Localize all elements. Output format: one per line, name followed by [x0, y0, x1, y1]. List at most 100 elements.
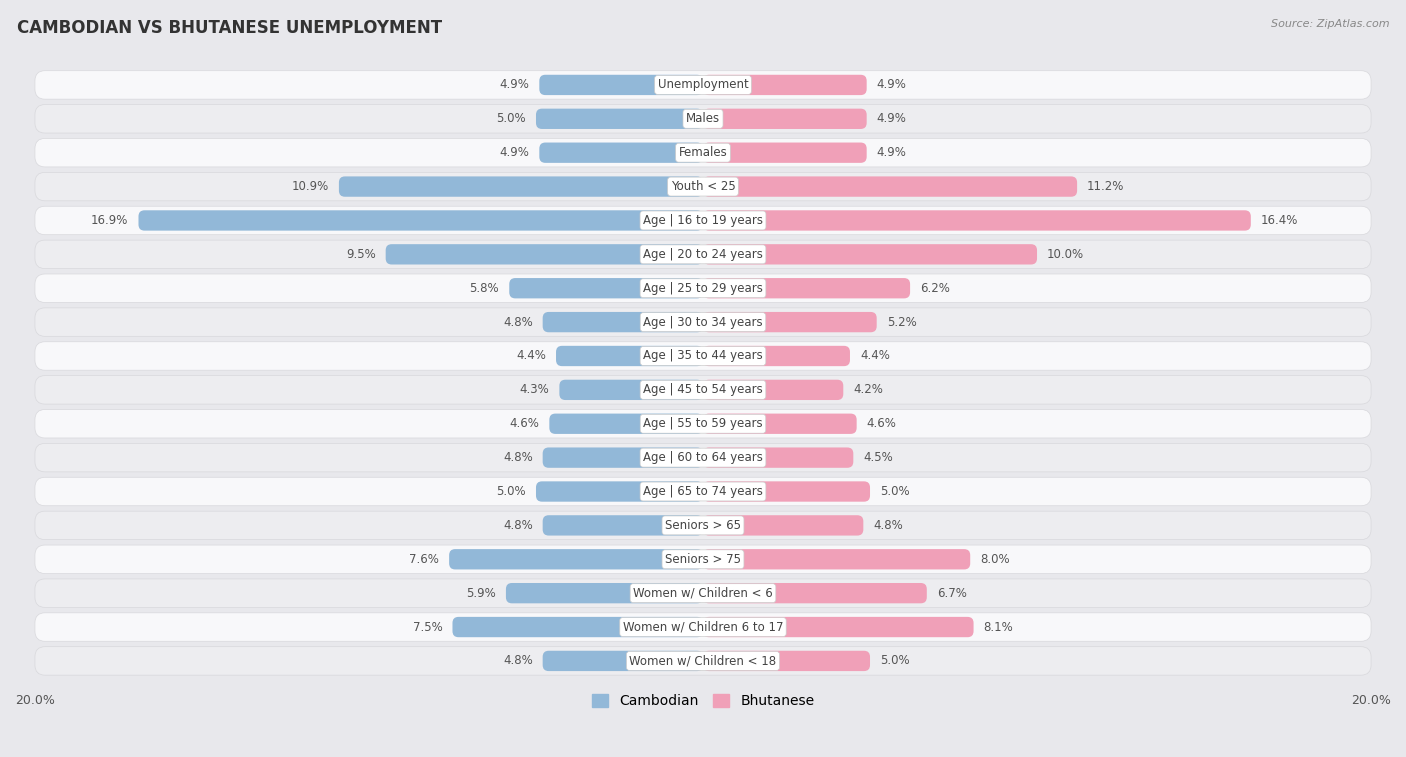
- Text: 5.0%: 5.0%: [880, 485, 910, 498]
- Text: 8.1%: 8.1%: [984, 621, 1014, 634]
- Text: Age | 35 to 44 years: Age | 35 to 44 years: [643, 350, 763, 363]
- FancyBboxPatch shape: [703, 380, 844, 400]
- Text: 11.2%: 11.2%: [1087, 180, 1125, 193]
- Text: Women w/ Children < 18: Women w/ Children < 18: [630, 654, 776, 668]
- FancyBboxPatch shape: [543, 312, 703, 332]
- Text: 4.4%: 4.4%: [860, 350, 890, 363]
- FancyBboxPatch shape: [35, 410, 1371, 438]
- FancyBboxPatch shape: [703, 447, 853, 468]
- Text: 16.9%: 16.9%: [91, 214, 128, 227]
- FancyBboxPatch shape: [35, 274, 1371, 303]
- Text: 5.0%: 5.0%: [496, 112, 526, 126]
- FancyBboxPatch shape: [536, 109, 703, 129]
- Text: Age | 30 to 34 years: Age | 30 to 34 years: [643, 316, 763, 329]
- FancyBboxPatch shape: [703, 210, 1251, 231]
- Text: 4.3%: 4.3%: [520, 383, 550, 397]
- Text: 4.9%: 4.9%: [877, 79, 907, 92]
- Text: 8.0%: 8.0%: [980, 553, 1010, 565]
- Text: Age | 65 to 74 years: Age | 65 to 74 years: [643, 485, 763, 498]
- FancyBboxPatch shape: [703, 346, 851, 366]
- FancyBboxPatch shape: [536, 481, 703, 502]
- Text: 4.6%: 4.6%: [866, 417, 897, 430]
- FancyBboxPatch shape: [540, 142, 703, 163]
- FancyBboxPatch shape: [703, 176, 1077, 197]
- Text: Unemployment: Unemployment: [658, 79, 748, 92]
- Text: Age | 55 to 59 years: Age | 55 to 59 years: [643, 417, 763, 430]
- Text: 4.2%: 4.2%: [853, 383, 883, 397]
- Text: Females: Females: [679, 146, 727, 159]
- FancyBboxPatch shape: [703, 481, 870, 502]
- Legend: Cambodian, Bhutanese: Cambodian, Bhutanese: [586, 689, 820, 714]
- FancyBboxPatch shape: [543, 651, 703, 671]
- FancyBboxPatch shape: [35, 511, 1371, 540]
- FancyBboxPatch shape: [703, 413, 856, 434]
- FancyBboxPatch shape: [509, 278, 703, 298]
- FancyBboxPatch shape: [339, 176, 703, 197]
- Text: Seniors > 65: Seniors > 65: [665, 519, 741, 532]
- FancyBboxPatch shape: [555, 346, 703, 366]
- FancyBboxPatch shape: [35, 240, 1371, 269]
- FancyBboxPatch shape: [35, 375, 1371, 404]
- Text: 6.7%: 6.7%: [936, 587, 967, 600]
- FancyBboxPatch shape: [35, 444, 1371, 472]
- Text: 16.4%: 16.4%: [1261, 214, 1298, 227]
- FancyBboxPatch shape: [703, 142, 866, 163]
- FancyBboxPatch shape: [449, 549, 703, 569]
- FancyBboxPatch shape: [560, 380, 703, 400]
- Text: Source: ZipAtlas.com: Source: ZipAtlas.com: [1271, 19, 1389, 29]
- Text: 4.9%: 4.9%: [499, 79, 529, 92]
- Text: Age | 60 to 64 years: Age | 60 to 64 years: [643, 451, 763, 464]
- FancyBboxPatch shape: [540, 75, 703, 95]
- FancyBboxPatch shape: [35, 579, 1371, 607]
- Text: Age | 20 to 24 years: Age | 20 to 24 years: [643, 248, 763, 261]
- Text: 5.0%: 5.0%: [496, 485, 526, 498]
- Text: 4.9%: 4.9%: [877, 146, 907, 159]
- Text: 4.8%: 4.8%: [503, 654, 533, 668]
- Text: Age | 45 to 54 years: Age | 45 to 54 years: [643, 383, 763, 397]
- FancyBboxPatch shape: [703, 278, 910, 298]
- FancyBboxPatch shape: [35, 308, 1371, 336]
- FancyBboxPatch shape: [453, 617, 703, 637]
- Text: 4.9%: 4.9%: [499, 146, 529, 159]
- FancyBboxPatch shape: [35, 70, 1371, 99]
- FancyBboxPatch shape: [506, 583, 703, 603]
- FancyBboxPatch shape: [703, 312, 877, 332]
- Text: 5.9%: 5.9%: [467, 587, 496, 600]
- FancyBboxPatch shape: [703, 75, 866, 95]
- Text: CAMBODIAN VS BHUTANESE UNEMPLOYMENT: CAMBODIAN VS BHUTANESE UNEMPLOYMENT: [17, 19, 441, 37]
- Text: 7.6%: 7.6%: [409, 553, 439, 565]
- FancyBboxPatch shape: [703, 617, 973, 637]
- Text: 4.8%: 4.8%: [503, 316, 533, 329]
- Text: Seniors > 75: Seniors > 75: [665, 553, 741, 565]
- FancyBboxPatch shape: [703, 245, 1038, 264]
- FancyBboxPatch shape: [35, 104, 1371, 133]
- FancyBboxPatch shape: [138, 210, 703, 231]
- Text: 7.5%: 7.5%: [413, 621, 443, 634]
- FancyBboxPatch shape: [703, 651, 870, 671]
- Text: 10.9%: 10.9%: [291, 180, 329, 193]
- FancyBboxPatch shape: [35, 545, 1371, 574]
- Text: 4.9%: 4.9%: [877, 112, 907, 126]
- FancyBboxPatch shape: [385, 245, 703, 264]
- FancyBboxPatch shape: [35, 206, 1371, 235]
- FancyBboxPatch shape: [543, 516, 703, 535]
- FancyBboxPatch shape: [703, 109, 866, 129]
- Text: Age | 25 to 29 years: Age | 25 to 29 years: [643, 282, 763, 294]
- Text: 6.2%: 6.2%: [920, 282, 950, 294]
- FancyBboxPatch shape: [35, 477, 1371, 506]
- Text: 4.8%: 4.8%: [503, 451, 533, 464]
- FancyBboxPatch shape: [550, 413, 703, 434]
- Text: 4.4%: 4.4%: [516, 350, 546, 363]
- Text: Women w/ Children 6 to 17: Women w/ Children 6 to 17: [623, 621, 783, 634]
- Text: Age | 16 to 19 years: Age | 16 to 19 years: [643, 214, 763, 227]
- FancyBboxPatch shape: [543, 447, 703, 468]
- Text: 5.0%: 5.0%: [880, 654, 910, 668]
- FancyBboxPatch shape: [703, 516, 863, 535]
- FancyBboxPatch shape: [35, 341, 1371, 370]
- FancyBboxPatch shape: [35, 646, 1371, 675]
- FancyBboxPatch shape: [703, 583, 927, 603]
- FancyBboxPatch shape: [35, 139, 1371, 167]
- Text: 4.8%: 4.8%: [503, 519, 533, 532]
- Text: 5.2%: 5.2%: [887, 316, 917, 329]
- Text: Women w/ Children < 6: Women w/ Children < 6: [633, 587, 773, 600]
